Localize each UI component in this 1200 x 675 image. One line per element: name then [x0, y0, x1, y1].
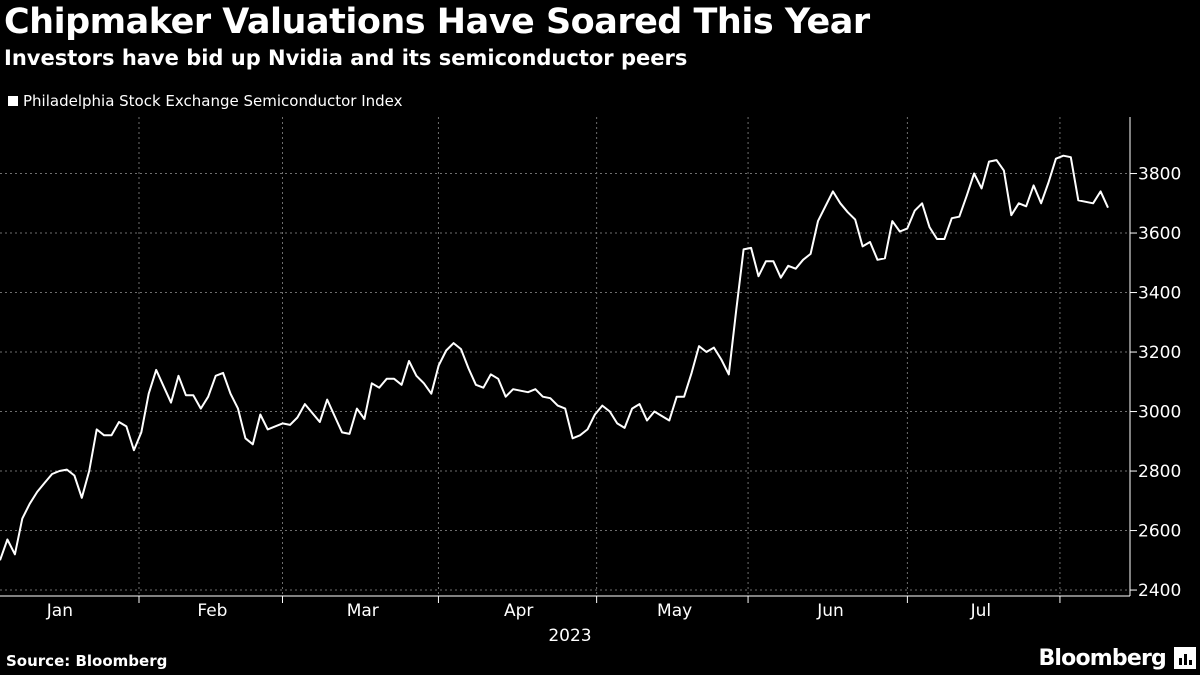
source-note: Source: Bloomberg — [6, 652, 168, 670]
x-axis-ticks: Jan Feb Mar Apr May Jun Jul — [46, 601, 991, 621]
y-tick-label: 3000 — [1138, 403, 1181, 423]
chart-title: Chipmaker Valuations Have Soared This Ye… — [4, 2, 870, 42]
series-group — [0, 154, 1109, 561]
y-tick-label: 3600 — [1138, 224, 1181, 244]
legend-label: Philadelphia Stock Exchange Semiconducto… — [23, 92, 403, 110]
series-line-sox-index — [0, 154, 1109, 561]
chart-subtitle: Investors have bid up Nvidia and its sem… — [4, 46, 688, 70]
x-tick-label: Feb — [197, 601, 227, 621]
x-axis-label: 2023 — [548, 626, 591, 646]
y-axis-ticks: 2400 2600 2800 3000 3200 3400 3600 3800 — [1138, 165, 1181, 602]
bloomberg-logo: Bloomberg — [1038, 646, 1166, 671]
x-tick-label: Jun — [816, 601, 844, 621]
y-tick-label: 2400 — [1138, 581, 1181, 601]
x-tick-label: Mar — [347, 601, 379, 621]
y-tick-label: 2600 — [1138, 522, 1181, 542]
legend-swatch — [8, 96, 18, 106]
x-tick-label: Jul — [970, 601, 992, 621]
axes — [0, 117, 1137, 603]
x-tick-label: Apr — [504, 601, 533, 621]
x-tick-label: May — [657, 601, 692, 621]
y-tick-label: 3800 — [1138, 165, 1181, 185]
x-tick-label: Jan — [46, 601, 73, 621]
y-tick-label: 3200 — [1138, 343, 1181, 363]
gridlines — [0, 117, 1130, 596]
legend: Philadelphia Stock Exchange Semiconducto… — [8, 92, 403, 110]
y-tick-label: 3400 — [1138, 284, 1181, 304]
bloomberg-chart-icon — [1174, 647, 1196, 669]
y-tick-label: 2800 — [1138, 462, 1181, 482]
